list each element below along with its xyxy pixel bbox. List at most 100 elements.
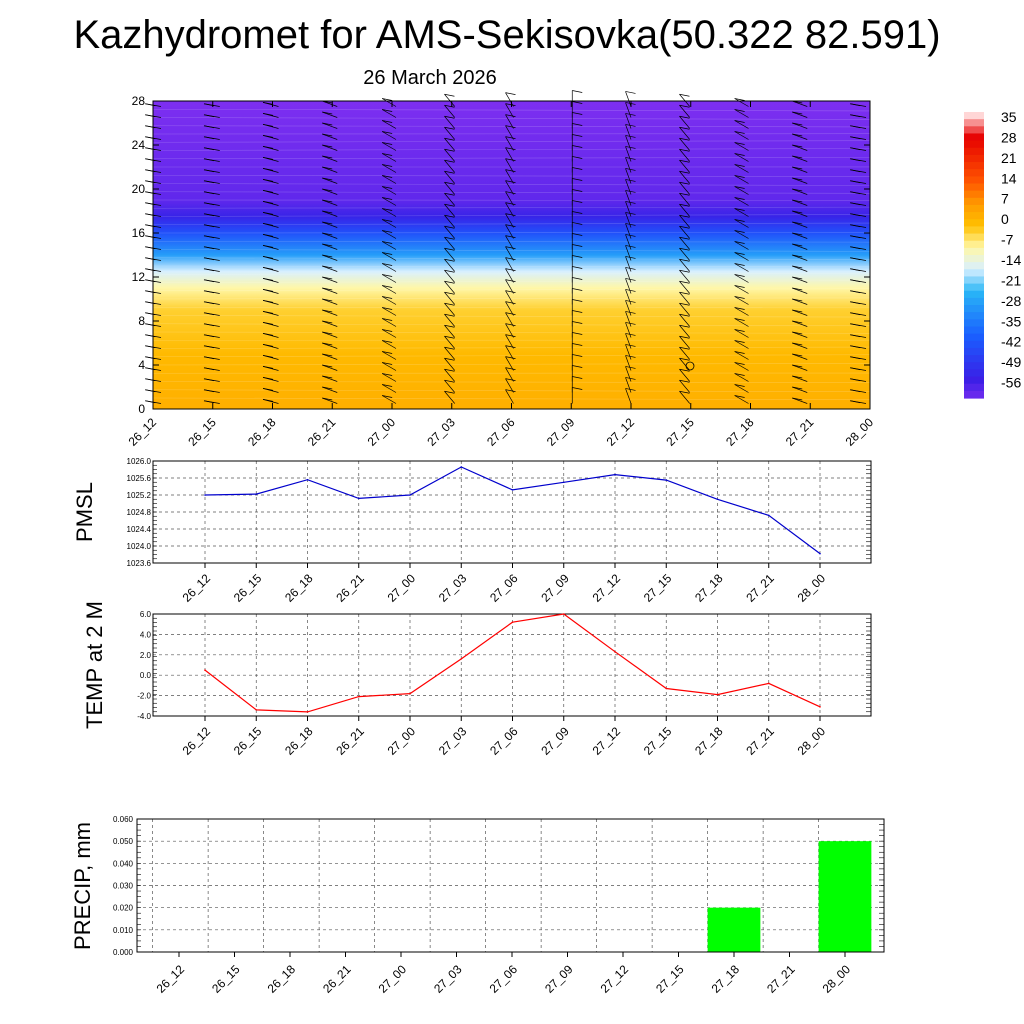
wind-barb	[625, 344, 632, 360]
colorbar-segment	[964, 355, 984, 363]
wind-barb-feather	[734, 274, 745, 277]
wind-barb-feather	[505, 257, 516, 260]
contour-line	[152, 297, 871, 300]
wind-barb	[792, 144, 808, 151]
wind-barb	[505, 389, 514, 404]
wind-barb	[734, 252, 749, 261]
wind-barb-feather	[322, 265, 333, 269]
wind-barb	[792, 364, 808, 371]
wind-barb-feather	[792, 177, 803, 181]
wind-barb-feather	[444, 291, 455, 295]
wind-barb	[505, 202, 514, 217]
wind-barb-feather	[850, 202, 861, 206]
wind-barb	[792, 199, 808, 206]
wind-barb	[322, 298, 338, 305]
wind-barb	[381, 318, 397, 327]
pmsl-point	[357, 497, 360, 500]
wind-barb-feather	[625, 212, 636, 215]
wind-barb	[505, 312, 514, 327]
wind-barb	[505, 246, 514, 261]
wind-barb-feather	[850, 158, 861, 162]
colorbar-segment	[964, 276, 984, 285]
wind-barb-feather	[505, 92, 516, 95]
wind-barb	[322, 144, 338, 151]
wind-barb-feather	[850, 334, 861, 338]
wind-barb-feather	[505, 301, 516, 304]
wind-barb-feather	[625, 366, 636, 369]
wind-barb-feather	[203, 202, 215, 206]
wind-barb-feather	[382, 274, 393, 277]
wind-barb	[792, 188, 808, 195]
wind-barb-feather	[792, 320, 803, 324]
wind-barb	[381, 164, 397, 173]
wind-barb-feather	[145, 169, 156, 173]
wind-barb-feather	[203, 268, 215, 272]
colorbar-label: 14	[1001, 170, 1017, 186]
wind-barb	[322, 166, 338, 173]
wind-barb-feather	[572, 200, 583, 203]
wind-barb	[679, 237, 691, 250]
temp-point	[819, 706, 821, 708]
colorbar-label: -56	[1001, 375, 1021, 391]
wind-barb-feather	[679, 148, 690, 152]
wind-barb	[505, 356, 514, 371]
pmsl-point	[460, 466, 463, 468]
wind-barb	[381, 285, 397, 294]
wind-barb	[381, 109, 397, 118]
wind-barb-feather	[203, 334, 215, 338]
colorbar-segment	[964, 333, 984, 342]
x-tick-label: 26_15	[185, 415, 219, 449]
wind-barb-feather	[262, 388, 274, 391]
wind-barb	[679, 105, 691, 118]
wind-barb-feather	[850, 191, 861, 195]
wind-barb	[444, 94, 456, 107]
wind-barb-feather	[145, 345, 156, 349]
wind-barb	[381, 263, 397, 272]
x-tick-label: 27_00	[385, 571, 419, 605]
wind-barb-feather	[572, 211, 583, 214]
wind-barb	[444, 138, 456, 151]
wind-barb-feather	[792, 111, 803, 115]
wind-barb-feather	[322, 122, 333, 126]
wind-barb-feather	[625, 300, 636, 303]
x-tick-label: 26_18	[265, 962, 299, 996]
wind-barb-feather	[262, 201, 274, 204]
wind-barb-feather	[625, 355, 636, 358]
wind-barb	[444, 193, 456, 206]
wind-barb-feather	[322, 243, 333, 247]
wind-barb-feather	[625, 377, 636, 380]
wind-barb-feather	[572, 310, 583, 313]
colorbar-segment	[964, 255, 984, 263]
wind-barb	[381, 340, 397, 349]
wind-barb-feather	[505, 312, 516, 315]
wind-barb-feather	[679, 335, 690, 339]
contour-line	[152, 240, 871, 243]
wind-barb-feather	[850, 290, 861, 294]
wind-barb-feather	[734, 153, 745, 156]
wind-barb-feather	[322, 155, 333, 159]
wind-barb-feather	[734, 219, 745, 222]
wind-barb-feather	[145, 279, 156, 283]
wind-barb	[679, 138, 691, 151]
wind-barb	[792, 122, 808, 129]
wind-barb-feather	[145, 224, 156, 228]
wind-barb	[381, 219, 397, 228]
colorbar-label: -49	[1001, 354, 1021, 370]
wind-barb	[679, 160, 691, 173]
wind-barb-feather	[505, 213, 516, 216]
wind-barb	[322, 386, 338, 393]
wind-barb-feather	[850, 125, 861, 129]
wind-barb-feather	[679, 192, 690, 196]
wind-barb	[625, 355, 632, 371]
temp-point	[255, 709, 258, 711]
colorbar-segment	[964, 154, 984, 163]
colorbar-label: 28	[1001, 129, 1017, 145]
wind-barb	[625, 102, 632, 118]
wind-barb-feather	[679, 258, 690, 262]
wind-barb-feather	[444, 148, 455, 152]
wind-barb	[505, 301, 514, 316]
wind-barb-feather	[572, 123, 583, 126]
wind-barb-feather	[679, 159, 690, 163]
wind-barb	[505, 279, 514, 294]
wind-barb-feather	[203, 345, 215, 349]
